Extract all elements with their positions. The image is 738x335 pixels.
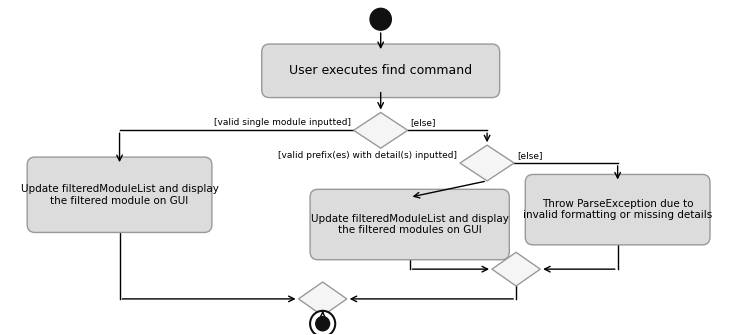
Text: Update filteredModuleList and display
the filtered modules on GUI: Update filteredModuleList and display th… xyxy=(311,214,508,235)
Polygon shape xyxy=(298,282,347,316)
Text: [valid single module inputted]: [valid single module inputted] xyxy=(214,118,351,127)
Circle shape xyxy=(370,8,391,30)
FancyBboxPatch shape xyxy=(525,175,710,245)
Text: [valid prefix(es) with detail(s) inputted]: [valid prefix(es) with detail(s) inputte… xyxy=(278,151,457,160)
FancyBboxPatch shape xyxy=(27,157,212,232)
Circle shape xyxy=(316,317,330,331)
Circle shape xyxy=(310,311,335,335)
Text: Update filteredModuleList and display
the filtered module on GUI: Update filteredModuleList and display th… xyxy=(21,184,218,206)
FancyBboxPatch shape xyxy=(310,189,509,260)
Text: Throw ParseException due to
invalid formatting or missing details: Throw ParseException due to invalid form… xyxy=(523,199,712,220)
FancyBboxPatch shape xyxy=(262,44,500,97)
Text: [else]: [else] xyxy=(517,151,542,160)
Text: User executes find command: User executes find command xyxy=(289,64,472,77)
Polygon shape xyxy=(460,145,514,181)
Polygon shape xyxy=(492,252,540,286)
Text: [else]: [else] xyxy=(410,118,436,127)
Polygon shape xyxy=(354,113,408,148)
